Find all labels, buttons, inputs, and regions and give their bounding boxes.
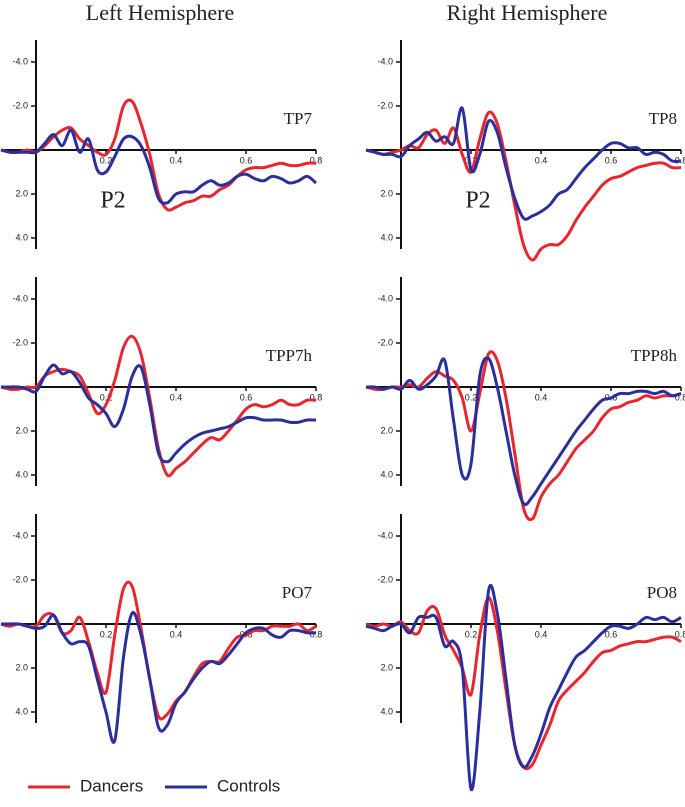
y-tick-label: -2.0 — [12, 574, 28, 584]
line-series — [0, 580, 317, 721]
column-title: Left Hemisphere — [86, 0, 234, 25]
x-tick-label: 0.4 — [535, 629, 548, 639]
line-series — [0, 610, 317, 744]
y-tick-label: -4.0 — [377, 293, 393, 303]
panel-title: PO7 — [282, 583, 313, 602]
y-tick-label: 4.0 — [380, 232, 393, 242]
y-tick-label: 4.0 — [380, 469, 393, 479]
column-title: Right Hemisphere — [447, 0, 608, 25]
y-tick-label: 4.0 — [15, 232, 28, 242]
y-tick-label: -4.0 — [12, 530, 28, 540]
legend-label: Dancers — [80, 776, 143, 795]
y-tick-label: -2.0 — [377, 337, 393, 347]
x-tick-label: 0.4 — [170, 155, 183, 165]
line-series — [0, 128, 317, 205]
panel-title: TPP7h — [266, 346, 313, 365]
x-tick-label: 0.2 — [465, 629, 478, 639]
y-tick-label: 2.0 — [15, 188, 28, 198]
x-tick-label: 0.2 — [100, 155, 113, 165]
panel-title: PO8 — [647, 583, 677, 602]
x-tick-label: 0.8 — [310, 155, 323, 165]
y-tick-label: 4.0 — [15, 469, 28, 479]
panel-title: TP8 — [649, 109, 677, 128]
x-tick-label: 0.4 — [535, 155, 548, 165]
x-tick-label: 0.6 — [605, 629, 618, 639]
legend-label: Controls — [217, 776, 280, 795]
y-tick-label: -2.0 — [377, 574, 393, 584]
x-tick-label: 0.6 — [240, 392, 253, 402]
y-tick-label: -4.0 — [12, 56, 28, 66]
x-tick-label: 0.2 — [100, 629, 113, 639]
line-series — [365, 356, 682, 507]
x-tick-label: 0.4 — [170, 629, 183, 639]
y-tick-label: -4.0 — [377, 56, 393, 66]
x-tick-label: 0.6 — [605, 155, 618, 165]
line-series — [365, 106, 682, 221]
annotation: P2 — [100, 188, 125, 214]
x-tick-label: 0.8 — [310, 629, 323, 639]
y-tick-label: -2.0 — [377, 100, 393, 110]
line-series — [365, 110, 682, 262]
line-series — [365, 583, 682, 792]
y-tick-label: 2.0 — [380, 425, 393, 435]
y-tick-label: -2.0 — [12, 337, 28, 347]
y-tick-label: -4.0 — [377, 530, 393, 540]
x-tick-label: 0.8 — [675, 392, 685, 402]
x-tick-label: 0.4 — [535, 392, 548, 402]
x-tick-label: 0.4 — [170, 392, 183, 402]
x-tick-label: 0.2 — [465, 392, 478, 402]
y-tick-label: 4.0 — [15, 706, 28, 716]
y-tick-label: 2.0 — [15, 425, 28, 435]
line-series — [0, 363, 317, 464]
x-tick-label: 0.8 — [675, 629, 685, 639]
annotation: P2 — [465, 188, 490, 214]
panel-title: TPP8h — [631, 346, 678, 365]
y-tick-label: 2.0 — [380, 662, 393, 672]
y-tick-label: -4.0 — [12, 293, 28, 303]
y-tick-label: -2.0 — [12, 100, 28, 110]
panel-title: TP7 — [284, 109, 313, 128]
line-series — [0, 98, 317, 212]
line-series — [365, 350, 682, 522]
x-tick-label: 0.2 — [465, 155, 478, 165]
y-tick-label: 4.0 — [380, 706, 393, 716]
y-tick-label: 2.0 — [15, 662, 28, 672]
y-tick-label: 2.0 — [380, 188, 393, 198]
x-tick-label: 0.2 — [100, 392, 113, 402]
x-tick-label: 0.6 — [240, 155, 253, 165]
x-tick-label: 0.8 — [310, 392, 323, 402]
